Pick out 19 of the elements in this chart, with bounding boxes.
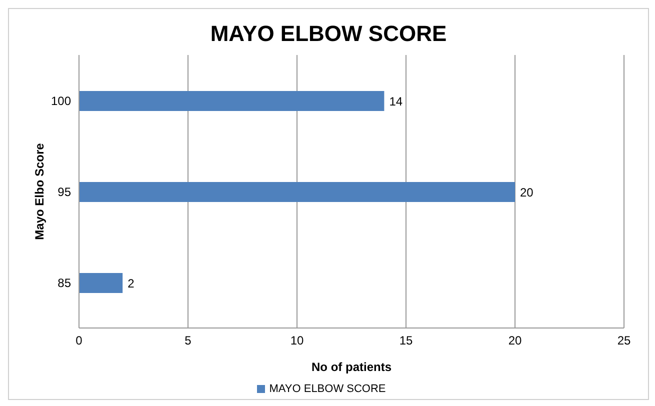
y-tick-label: 95 [58,184,72,199]
x-tick-label: 5 [184,334,192,348]
x-axis-title: No of patients [312,360,392,374]
x-tick-label: 25 [617,334,631,348]
bar [79,182,515,202]
data-label: 2 [128,276,135,290]
bar [79,91,384,111]
data-label: 14 [389,94,403,108]
x-tick-label: 0 [76,334,83,348]
x-tick-label: 20 [508,334,522,348]
y-tick-label: 100 [50,94,72,108]
legend-label: MAYO ELBOW SCORE [269,383,386,395]
x-tick-label: 10 [290,334,304,348]
bar [79,273,123,293]
chart-title: MAYO ELBOW SCORE [209,20,448,48]
y-tick-label: 85 [58,276,72,290]
x-tick-label: 15 [399,334,413,348]
data-label: 20 [520,185,534,200]
y-axis-title: Mayo Elbo Score [32,142,46,240]
